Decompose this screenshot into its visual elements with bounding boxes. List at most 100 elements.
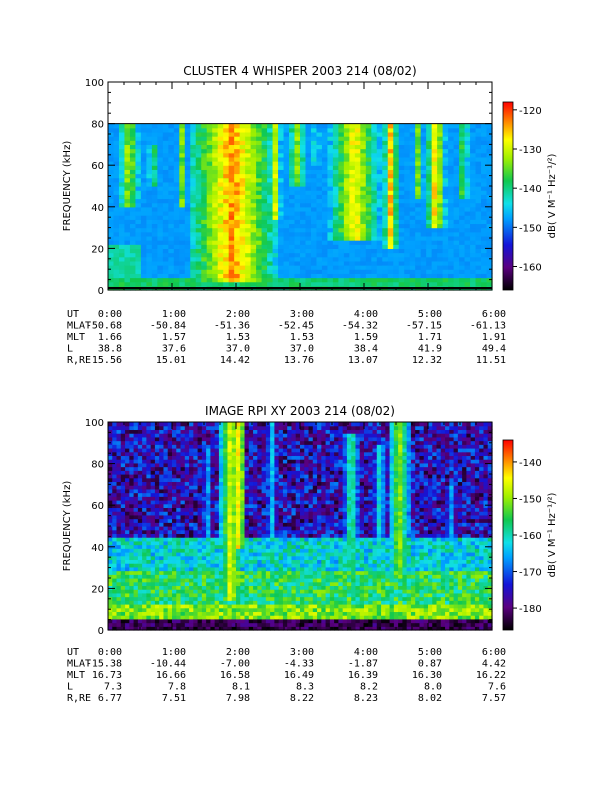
spectrogram-cell xyxy=(464,235,471,241)
spectrogram-cell xyxy=(210,585,216,590)
spectrogram-cell xyxy=(151,140,158,145)
spectrogram-cell xyxy=(159,529,165,535)
spectrogram-cell xyxy=(244,529,250,535)
spectrogram-cell xyxy=(253,488,258,494)
spectrogram-cell xyxy=(310,177,318,183)
spectrogram-cell xyxy=(184,566,190,572)
spectrogram-cell xyxy=(137,596,143,601)
spectrogram-cell xyxy=(120,526,126,531)
spectrogram-cell xyxy=(129,265,137,270)
spectrogram-cell xyxy=(371,127,378,133)
spectrogram-cell xyxy=(193,492,199,497)
spectrogram-cell xyxy=(223,194,230,200)
spectrogram-cell xyxy=(244,559,250,564)
spectrogram-cell xyxy=(470,240,477,245)
spectrogram-cell xyxy=(250,219,257,225)
spectrogram-cell xyxy=(236,604,241,609)
spectrogram-cell xyxy=(257,455,263,460)
spectrogram-cell xyxy=(420,231,427,237)
spectrogram-cell xyxy=(118,194,126,200)
spectrogram-cell xyxy=(118,210,126,216)
spectrogram-cell xyxy=(426,177,433,183)
spectrogram-cell xyxy=(257,581,263,587)
spectrogram-cell xyxy=(223,422,229,427)
spectrogram-cell xyxy=(250,256,257,262)
spectrogram-cell xyxy=(162,210,169,216)
spectrogram-cell xyxy=(210,570,216,575)
spectrogram-cell xyxy=(217,248,224,254)
spectrogram-cell xyxy=(189,462,194,468)
spectrogram-cell xyxy=(261,210,268,216)
spectrogram-cell xyxy=(404,273,411,279)
spectrogram-cell xyxy=(214,537,220,542)
spectrogram-cell xyxy=(409,256,416,262)
spectrogram-cell xyxy=(239,265,246,270)
spectrogram-cell xyxy=(151,161,158,166)
spectrogram-cell xyxy=(135,140,142,145)
spectrogram-cell xyxy=(206,570,211,575)
spectrogram-cell xyxy=(172,611,177,616)
spectrogram-cell xyxy=(486,161,493,166)
spectrogram-cell xyxy=(227,477,233,483)
spectrogram-cell xyxy=(371,202,378,208)
spectrogram-cell xyxy=(459,161,466,166)
spectrogram-cell xyxy=(135,219,142,225)
spectrogram-cell xyxy=(294,177,301,183)
spectrogram-cell xyxy=(206,581,211,587)
spectrogram-cell xyxy=(240,566,246,572)
spectrogram-cell xyxy=(343,161,350,166)
spectrogram-cell xyxy=(256,156,263,162)
spectrogram-cell xyxy=(272,219,279,225)
spectrogram-cell xyxy=(159,540,165,546)
spectrogram-cell xyxy=(125,533,130,538)
spectrogram-cell xyxy=(108,144,115,150)
spectrogram-cell xyxy=(112,581,118,587)
spectrogram-cell xyxy=(387,281,394,287)
spectrogram-cell xyxy=(135,169,142,175)
spectrogram-cell xyxy=(360,240,367,245)
spectrogram-cell xyxy=(404,148,411,154)
spectrogram-cell xyxy=(234,235,241,241)
spectrogram-cell xyxy=(267,269,274,274)
spectrogram-cell xyxy=(257,604,263,609)
spectrogram-cell xyxy=(133,622,139,627)
spectrogram-cell xyxy=(172,526,177,531)
spectrogram-cell xyxy=(294,165,301,170)
spectrogram-cell xyxy=(338,131,345,137)
spectrogram-cell xyxy=(108,169,115,175)
spectrogram-cell xyxy=(151,215,158,220)
spectrogram-cell xyxy=(261,265,268,270)
spectrogram-cell xyxy=(475,235,482,241)
spectrogram-cell xyxy=(448,131,455,137)
spectrogram-cell xyxy=(113,152,120,158)
spectrogram-cell xyxy=(118,231,126,237)
spectrogram-cell xyxy=(120,555,126,561)
spectrogram-cell xyxy=(343,277,350,283)
spectrogram-cell xyxy=(387,231,394,237)
spectrogram-cell xyxy=(150,429,156,434)
spectrogram-cell xyxy=(382,177,389,183)
spectrogram-cell xyxy=(163,596,169,601)
spectrogram-cell xyxy=(257,477,263,483)
spectrogram-cell xyxy=(140,136,147,141)
spectrogram-cell xyxy=(180,574,186,579)
spectrogram-cell xyxy=(133,615,139,620)
spectrogram-cell xyxy=(426,210,433,216)
spectrogram-cell xyxy=(426,252,433,258)
spectrogram-cell xyxy=(257,578,263,583)
spectrogram-cell xyxy=(294,252,301,258)
spectrogram-cell xyxy=(278,202,285,208)
spectrogram-cell xyxy=(257,563,263,568)
spectrogram-cell xyxy=(261,227,268,233)
spectrogram-cell xyxy=(261,596,267,601)
spectrogram-cell xyxy=(240,596,246,601)
spectrogram-cell xyxy=(125,522,130,527)
spectrogram-cell xyxy=(223,522,229,527)
spectrogram-cell xyxy=(150,544,156,549)
spectrogram-cell xyxy=(167,526,173,531)
spectrogram-cell xyxy=(137,552,143,557)
spectrogram-cell xyxy=(223,455,229,460)
spectrogram-cell xyxy=(116,589,122,594)
spectrogram-cell xyxy=(184,537,190,542)
spectrogram-cell xyxy=(142,444,147,449)
